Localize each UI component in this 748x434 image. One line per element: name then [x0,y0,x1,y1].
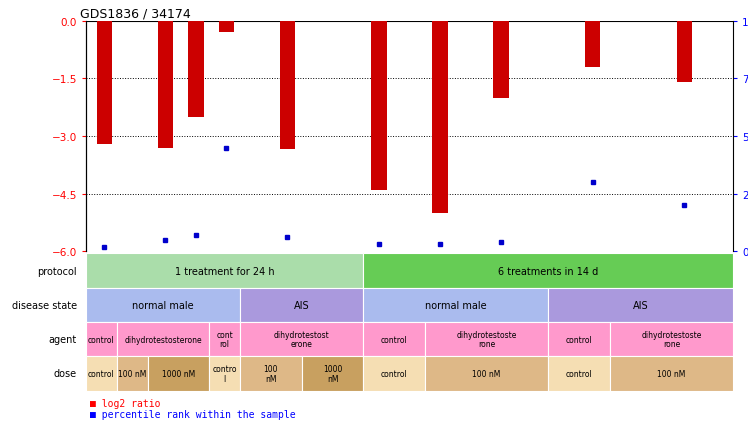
Bar [117,356,147,391]
Text: 100
nM: 100 nM [263,364,278,383]
Bar [188,22,203,118]
Text: agent: agent [49,334,77,344]
Bar [371,22,387,191]
Bar [548,288,733,322]
Text: AIS: AIS [294,300,310,310]
Text: 1000
nM: 1000 nM [323,364,342,383]
Bar [86,252,733,271]
Bar [585,22,601,68]
Bar [96,22,112,145]
Text: 100 nM: 100 nM [473,369,500,378]
Text: dose: dose [54,368,77,378]
Text: control: control [381,335,408,344]
Text: 1000 nM: 1000 nM [162,369,195,378]
Text: control: control [565,335,592,344]
Bar [280,22,295,150]
Bar [494,22,509,99]
Bar [147,356,209,391]
Text: control: control [88,335,114,344]
Bar [86,288,240,322]
Text: dihydrotestost
erone: dihydrotestost erone [274,330,330,349]
Text: cont
rol: cont rol [216,330,233,349]
Bar [240,322,364,356]
Text: 100 nM: 100 nM [118,369,147,378]
Bar [364,322,425,356]
Text: 1 treatment for 24 h: 1 treatment for 24 h [175,266,275,276]
Text: dihydrotestoste
rone: dihydrotestoste rone [456,330,517,349]
Bar [364,356,425,391]
Bar [86,254,364,288]
Bar [117,322,209,356]
Text: control: control [565,369,592,378]
Text: 100 nM: 100 nM [657,369,686,378]
Text: ■ log2 ratio: ■ log2 ratio [90,398,160,408]
Bar [218,22,234,33]
Bar [610,322,733,356]
Text: normal male: normal male [425,300,486,310]
Text: 6 treatments in 14 d: 6 treatments in 14 d [498,266,598,276]
Bar [425,322,548,356]
Bar [86,322,117,356]
Bar [209,356,240,391]
Text: normal male: normal male [132,300,194,310]
Text: dihydrotestosterone: dihydrotestosterone [124,335,202,344]
Text: dihydrotestoste
rone: dihydrotestoste rone [641,330,702,349]
Text: control: control [381,369,408,378]
Text: AIS: AIS [633,300,649,310]
Text: disease state: disease state [12,300,77,310]
Bar [301,356,364,391]
Bar [209,322,240,356]
Bar [425,356,548,391]
Bar [432,22,448,214]
Text: protocol: protocol [37,266,77,276]
Bar [240,356,301,391]
Text: control: control [88,369,114,378]
Bar [677,22,692,83]
Bar [240,288,364,322]
Text: ■ percentile rank within the sample: ■ percentile rank within the sample [90,409,295,419]
Bar [86,356,117,391]
Bar [158,22,173,148]
Text: contro
l: contro l [212,364,237,383]
Text: GDS1836 / 34174: GDS1836 / 34174 [79,7,190,20]
Bar [364,254,733,288]
Bar [548,322,610,356]
Bar [364,288,548,322]
Bar [610,356,733,391]
Bar [548,356,610,391]
